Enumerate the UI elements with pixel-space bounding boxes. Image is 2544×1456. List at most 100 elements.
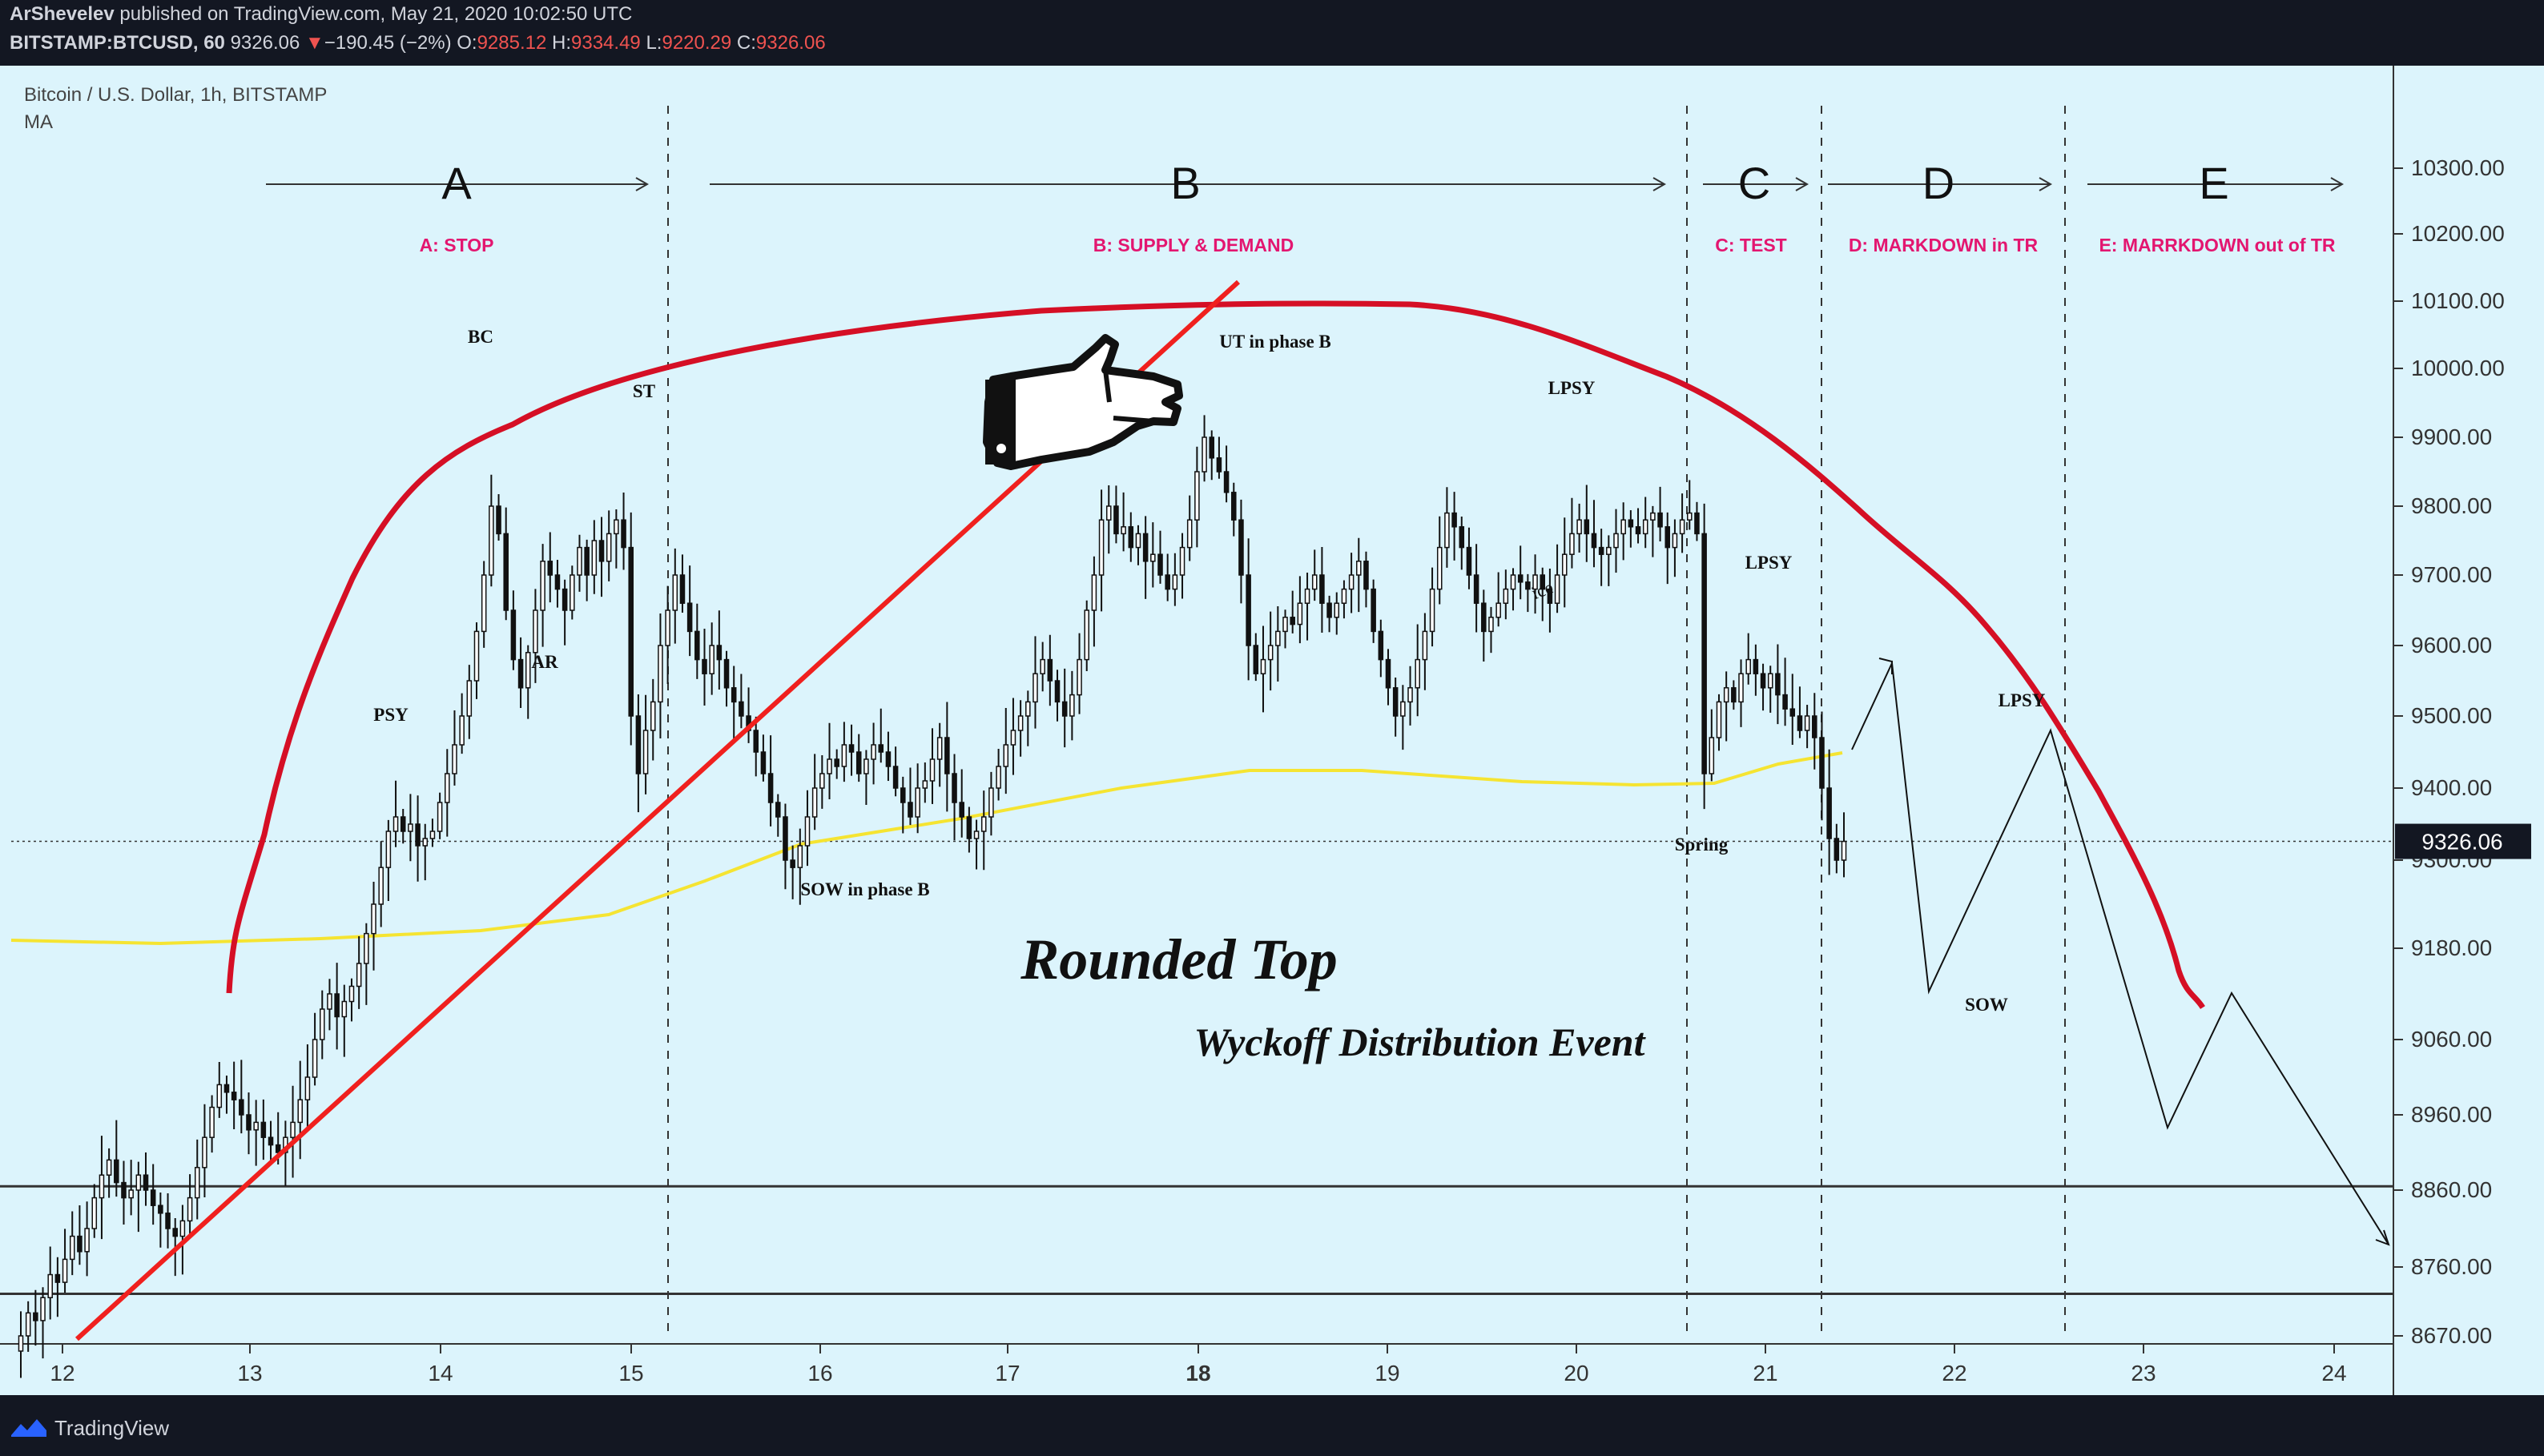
candle-body	[908, 802, 913, 818]
price-tick-label: 8670.00	[2411, 1323, 2492, 1348]
candle-body	[356, 963, 362, 987]
candle-body	[628, 546, 634, 717]
phase-arrow-head	[635, 177, 650, 191]
candle-body	[1606, 546, 1612, 555]
candle-body	[54, 1273, 61, 1283]
candle-body	[1319, 574, 1325, 604]
candle-body	[547, 561, 553, 576]
candle-body	[1363, 561, 1369, 590]
price-chart[interactable]: Bitcoin / U.S. Dollar, 1h, BITSTAMP MA 1…	[0, 66, 2544, 1395]
close-value: 9326.06	[755, 32, 826, 54]
candle-body	[1326, 602, 1332, 618]
candle-body	[99, 1174, 105, 1199]
candle-body	[1311, 574, 1318, 590]
candle-body	[378, 867, 384, 905]
projection-arrow-head	[2375, 1229, 2390, 1246]
candle-body	[1716, 701, 1722, 738]
candle-body	[1223, 471, 1230, 493]
candle-body	[1503, 588, 1509, 604]
candle-body	[1157, 553, 1163, 576]
candle-body	[1694, 512, 1700, 535]
candle-body	[1267, 645, 1274, 661]
symbol-label[interactable]: BITSTAMP:BTCUSD, 60	[10, 32, 225, 54]
candle-body	[297, 1099, 304, 1124]
price-tick-label: 9900.00	[2411, 424, 2492, 449]
candle-body	[1782, 694, 1788, 710]
candle-body	[422, 838, 429, 847]
candle-body	[1525, 581, 1531, 590]
candle-body	[525, 652, 531, 689]
candle-body	[753, 730, 759, 753]
annotation-label: Spring	[1675, 835, 1729, 855]
candle-body	[1025, 701, 1031, 717]
candle-body	[1841, 840, 1847, 861]
candle-body	[69, 1235, 75, 1261]
candle-body	[584, 546, 590, 576]
candle-body	[1135, 533, 1141, 549]
candle-body	[672, 574, 678, 611]
candle-body	[1105, 505, 1112, 521]
candle-body	[848, 744, 855, 753]
brand-name[interactable]: TradingView	[54, 1416, 170, 1440]
phase-letter: B	[1170, 158, 1200, 208]
candle-body	[179, 1220, 186, 1237]
candle-body	[1238, 519, 1244, 576]
open-label: O:	[457, 32, 477, 54]
candle-body	[150, 1189, 156, 1206]
candle-body	[739, 701, 744, 717]
candle-body	[988, 787, 994, 818]
candle-body	[1466, 546, 1472, 576]
moving-average	[10, 751, 1843, 946]
candle-body	[767, 773, 774, 803]
candle-body	[1128, 526, 1134, 549]
candle-body	[260, 1121, 267, 1138]
candle-body	[1186, 519, 1193, 549]
time-tick-label: 15	[618, 1361, 643, 1386]
candle-body	[577, 546, 582, 576]
candle-body	[1032, 673, 1038, 703]
annotation-label: UT in phase B	[1219, 332, 1331, 352]
tradingview-logo-icon[interactable]	[10, 1416, 48, 1438]
candle-body	[312, 1039, 318, 1078]
candle-body	[804, 816, 811, 847]
candle-body	[1341, 588, 1347, 604]
candle-body	[591, 540, 598, 576]
published-text: published on TradingView.com, May 21, 20…	[114, 3, 633, 25]
axes: 10300.00 10200.00 10100.00 10000.00 9900.00 9…	[0, 66, 2544, 1395]
candle-body	[540, 561, 545, 611]
candle-body	[1334, 602, 1340, 618]
high-value: 9334.49	[571, 32, 641, 54]
low-value: 9220.29	[662, 32, 732, 54]
candle-body	[320, 1008, 325, 1040]
candle-body	[1657, 512, 1663, 528]
candle-body	[709, 645, 714, 674]
candle-body	[1789, 708, 1796, 717]
candle-body	[922, 780, 928, 789]
indicator-label[interactable]: MA	[24, 111, 53, 133]
candle-body	[871, 744, 876, 760]
time-tick-label: 17	[995, 1361, 1020, 1386]
candle-body	[1385, 658, 1391, 689]
candle-body	[135, 1174, 142, 1191]
price-tick-label: 8760.00	[2411, 1254, 2492, 1279]
candle-body	[158, 1205, 163, 1214]
candle-body	[642, 730, 649, 774]
candle-body	[1584, 519, 1590, 535]
candle-body	[863, 758, 869, 774]
candle-body	[47, 1273, 53, 1298]
candle-body	[1834, 838, 1840, 861]
candle-body	[1819, 737, 1825, 789]
candle-body	[811, 787, 818, 818]
candle-body	[415, 823, 421, 847]
low-label: L:	[646, 32, 662, 54]
phase-arrow-head	[2039, 177, 2053, 191]
candle-body	[716, 645, 723, 661]
publisher-name[interactable]: ArShevelev	[10, 3, 115, 25]
candle-body	[1444, 512, 1450, 549]
candle-body	[1077, 658, 1082, 696]
candle-body	[1179, 546, 1185, 576]
time-tick-label: 20	[1564, 1361, 1588, 1386]
time-tick-label: 24	[2321, 1361, 2346, 1386]
phase-arrow-head	[1795, 177, 1809, 191]
candle-body	[900, 787, 906, 803]
